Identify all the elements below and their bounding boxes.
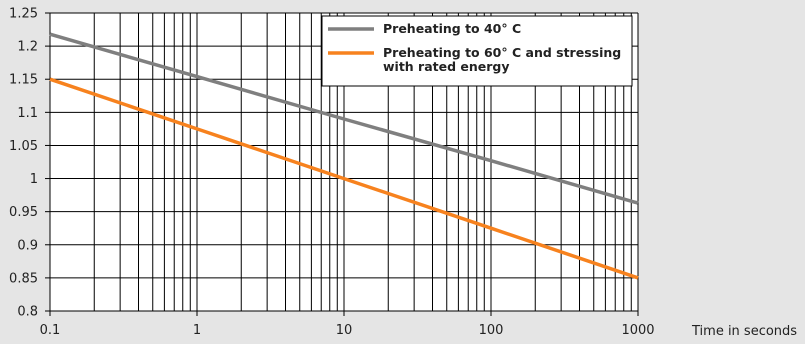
y-tick-label: 1.15 [9,73,38,88]
x-tick-label: 10 [336,323,353,338]
legend-label-2: Preheating to 60° C and stressing [383,45,621,60]
x-tick-label: 1 [193,323,201,338]
y-tick-label: 1 [30,172,38,187]
y-tick-label: 1.25 [9,7,38,22]
y-tick-label: 0.8 [17,305,38,320]
x-tick-label: 100 [479,323,504,338]
legend-label-1: Preheating to 40° C [383,21,521,36]
y-tick-label: 1.05 [9,139,38,154]
y-tick-label: 1.1 [17,106,38,121]
y-tick-label: 0.95 [9,205,38,220]
legend-label-2: with rated energy [383,59,510,74]
x-tick-label: 1000 [621,323,654,338]
x-tick-label: 0.1 [40,323,61,338]
x-axis-label: Time in seconds [691,324,797,339]
legend: Preheating to 40° C Preheating to 60° C a… [322,16,632,86]
y-tick-label: 0.85 [9,271,38,286]
y-tick-label: 1.2 [17,40,38,55]
y-tick-label: 0.9 [17,238,38,253]
